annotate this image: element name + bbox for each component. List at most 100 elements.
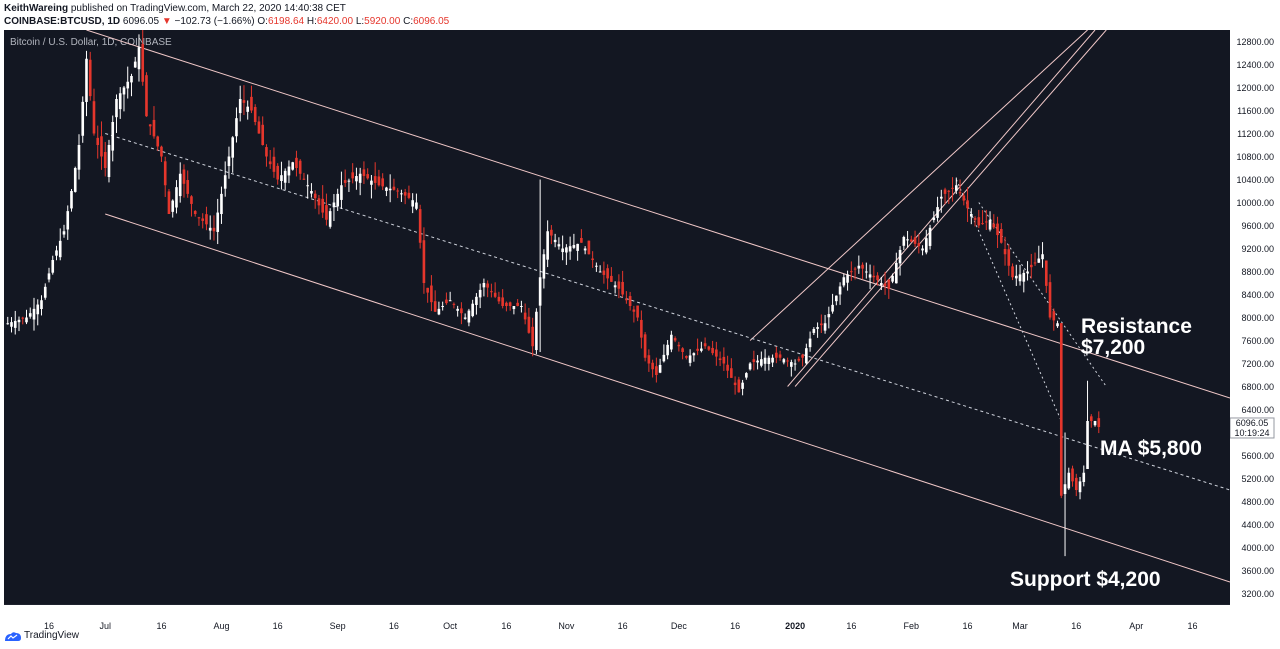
candle-body [891,275,894,282]
price-tick-label: 8800.00 [1241,267,1274,277]
candle-body [62,231,66,235]
candle-body [557,244,561,247]
candle-body [325,205,328,220]
chart-header: KeithWareing published on TradingView.co… [0,0,1280,30]
time-tick-label: 16 [273,621,283,631]
price-tick-label: 11200.00 [1237,129,1274,139]
time-tick-label: 16 [846,621,856,631]
change-arrow-icon: ▼ [161,16,172,27]
price-tick-label: 6400.00 [1241,405,1274,415]
candle-body [351,172,354,179]
candle-body [313,193,317,199]
candle-body [493,292,497,297]
close-label: C: [403,16,414,27]
candle-body [73,168,77,192]
candle-body [253,107,257,122]
chart-area[interactable]: Bitcoin / U.S. Dollar, 1D, COINBASE Resi… [4,30,1230,605]
time-tick-label: 16 [730,621,740,631]
candle-body [546,231,549,260]
candle-body [306,185,310,187]
candle-body [1086,421,1089,470]
candle-body [235,118,238,137]
candle-body [722,356,726,364]
candle-body [130,76,133,83]
candle-body [857,265,861,269]
candle-body [561,248,564,253]
high-label: H: [306,16,317,27]
price-scale[interactable]: 3200.00 3600.00 4000.00 4400.00 4800.00 5200.… [1229,30,1280,624]
candle-body [726,364,729,371]
candle-body [167,191,171,214]
candle-body [632,309,636,312]
candle-body [1048,282,1052,318]
price-tick-label: 12000.00 [1236,83,1274,93]
price-tick-label: 10400.00 [1236,175,1274,185]
author-name[interactable]: KeithWareing [4,3,69,14]
candle-body [366,174,369,179]
candle-body [17,319,21,323]
candle-body [51,260,55,273]
candle-body [700,348,703,351]
time-tick-label: Sep [330,621,346,631]
candle-body [917,243,921,247]
candle-body [152,119,156,137]
last-price-tag [1229,417,1275,439]
time-tick-label: 16 [389,621,399,631]
candle-body [943,189,947,194]
annotation-resistance-title: Resistance [1081,315,1192,338]
open-label: O: [257,16,268,27]
candle-body [651,362,654,370]
price-chart[interactable]: Bitcoin / U.S. Dollar, 1D, COINBASE Resi… [4,30,1230,605]
candle-body [280,175,283,181]
tradingview-brand[interactable]: TradingView [24,630,80,641]
candle-body [197,217,201,219]
time-axis[interactable]: 16 Jul 16 Aug 16 Sep 16 Oct 16 Nov 16 Dec 16 2020 16 Fe… [0,605,1280,631]
candle-body [227,156,231,167]
candle-body [70,191,73,209]
candle-body [595,265,598,267]
candle-body [212,227,216,232]
candle-body [1014,275,1018,279]
candle-body [1018,274,1022,282]
candle-body [388,188,392,191]
price-tick-label: 5600.00 [1241,451,1274,461]
candle-body [1089,416,1093,421]
candle-body [655,366,658,375]
descending-dotted-line-2 [978,202,1107,387]
candle-body [392,186,396,190]
change-value: −102.73 (−1.66%) [174,16,255,27]
price-tick-label: 3200.00 [1241,589,1274,599]
candle-body [55,250,58,256]
candle-body [565,247,568,253]
bar-countdown-label: 10:19:24 [1234,428,1269,438]
candle-body [471,303,474,317]
descending-dotted-line-1 [955,179,1062,422]
price-tick-label: 9200.00 [1241,244,1274,254]
candle-body [707,346,711,350]
candle-body [771,357,774,363]
time-axis-ticks: 16 Jul 16 Aug 16 Sep 16 Oct 16 Nov 16 Dec 16 2020 16 Fe… [44,621,1198,631]
price-tick-label: 5200.00 [1241,474,1274,484]
candle-body [583,248,587,251]
candle-body [775,352,778,358]
candle-body [715,349,718,357]
candle-body [1097,418,1101,427]
candle-body [463,317,467,319]
candle-body [396,190,399,192]
candle-body [835,295,838,302]
tradingview-logo-icon[interactable] [4,630,22,642]
candle-body [992,223,996,228]
time-tick-label: 16 [618,621,628,631]
candle-body [1011,266,1014,278]
time-tick-label: 16 [1187,621,1197,631]
candle-body [242,100,246,103]
candle-body [291,162,295,170]
candle-body [362,169,366,177]
candle-body [681,348,684,352]
candle-body [816,327,819,329]
time-tick-label: 16 [156,621,166,631]
candle-body [283,170,287,183]
candle-body [936,207,939,218]
price-axis[interactable]: 3200.00 3600.00 4000.00 4400.00 4800.00 5200.… [1229,30,1280,624]
candle-body [523,312,527,320]
